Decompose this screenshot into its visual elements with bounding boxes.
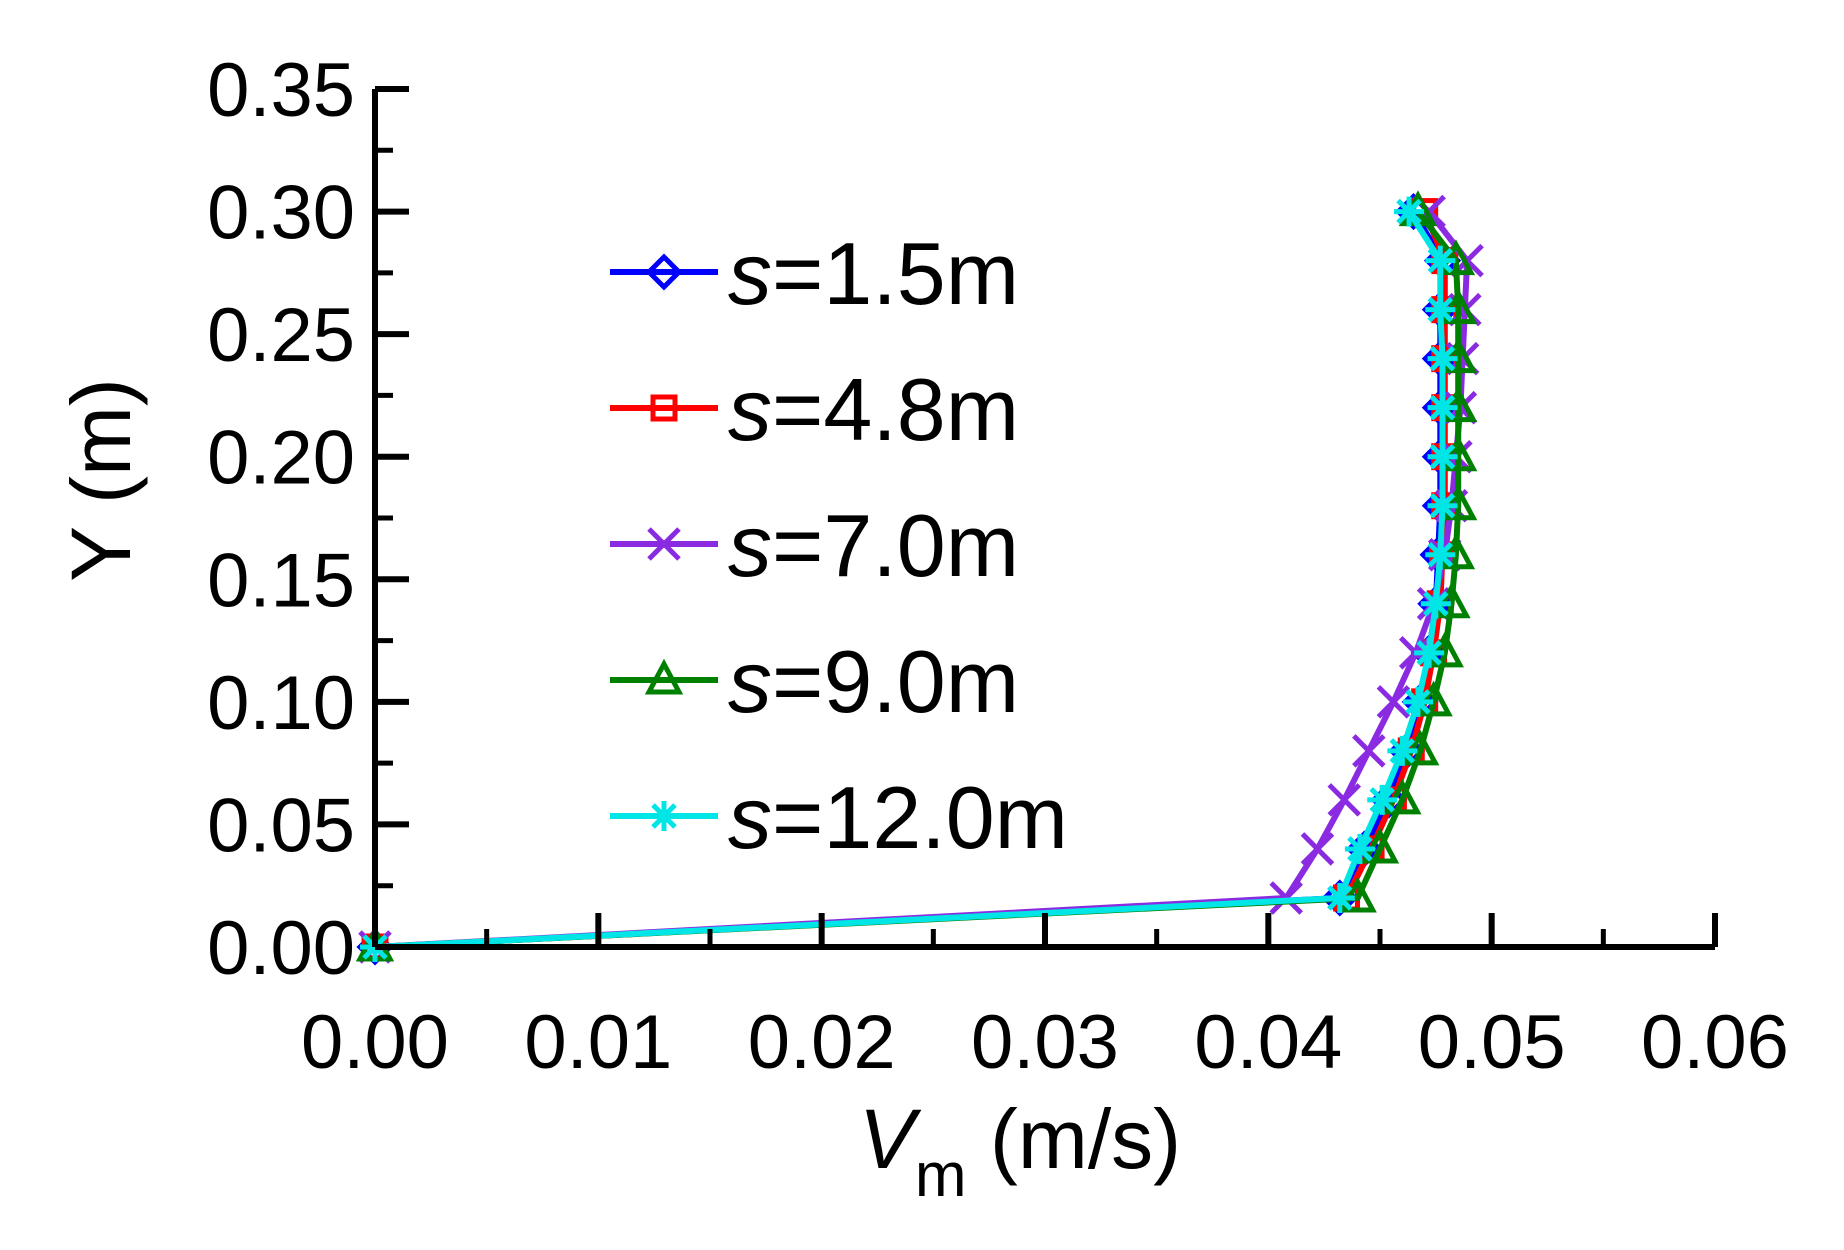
legend-item-3: s=9.0m (610, 632, 1019, 731)
data-point-s4-11 (1427, 392, 1458, 423)
data-point-s4-4 (1387, 735, 1418, 766)
legend-label-rest-1: =4.8m (772, 360, 1019, 459)
x-tick-label-2: 0.02 (748, 1000, 896, 1085)
data-point-s4-7 (1420, 588, 1451, 619)
y-tick-label-1: 0.05 (207, 783, 355, 868)
legend-label-rest-0: =1.5m (772, 224, 1019, 323)
x-axis-title: Vm (m/s) (859, 1092, 1181, 1210)
data-point-s2-2 (1300, 832, 1335, 866)
legend-label-italic-2: s (728, 496, 772, 595)
x-tick-label-4: 0.04 (1194, 1000, 1342, 1085)
data-point-s4-13 (1425, 294, 1456, 325)
legend-label-rest-3: =9.0m (772, 632, 1019, 731)
x-axis-title-symbol: V (859, 1092, 922, 1186)
y-tick-label-6: 0.30 (207, 171, 355, 256)
x-tick-label-0: 0.00 (301, 1000, 449, 1085)
y-tick-label-0: 0.00 (207, 906, 355, 991)
data-point-s4-14 (1425, 245, 1456, 276)
data-point-s4-3 (1367, 784, 1398, 815)
x-tick-label-3: 0.03 (971, 1000, 1119, 1085)
data-point-s4-12 (1427, 343, 1458, 374)
legend-swatch-marker-4 (649, 801, 679, 831)
x-tick-label-5: 0.05 (1418, 1000, 1566, 1085)
axes-layer: 0.00 0.01 0.02 0.03 0.04 0.05 0.06 0.00 0.05 0.10… (54, 48, 1789, 1210)
legend-item-1: s=4.8m (610, 360, 1019, 459)
legend-label-italic-1: s (728, 360, 772, 459)
y-tick-label-2: 0.10 (207, 661, 355, 746)
legend-label-4: s=12.0m (728, 768, 1068, 867)
legend-swatch-marker-3 (644, 658, 684, 695)
series-line-3 (374, 209, 1462, 950)
legend-label-3: s=9.0m (728, 632, 1019, 731)
legend-swatch-marker-1 (650, 394, 678, 422)
y-axis-title: Y (m) (54, 378, 148, 582)
x-tick-label-1: 0.01 (524, 1000, 672, 1085)
legend-label-italic-3: s (728, 632, 772, 731)
legend-label-rest-4: =12.0m (772, 768, 1068, 867)
data-point-s4-5 (1402, 686, 1433, 717)
data-point-s2-3 (1327, 783, 1362, 817)
legend-item-0: s=1.5m (610, 224, 1019, 323)
data-point-s4-10 (1427, 441, 1458, 472)
legend-item-2: s=7.0m (610, 496, 1019, 595)
legend-swatch-marker-2 (647, 527, 681, 561)
series-line-4 (374, 209, 1446, 950)
legend-label-0: s=1.5m (728, 224, 1019, 323)
x-axis-title-unit: (m/s) (967, 1092, 1182, 1186)
y-tick-label-4: 0.20 (207, 416, 355, 501)
data-point-s4-15 (1394, 196, 1425, 227)
data-point-s4-8 (1425, 539, 1456, 570)
legend-label-italic-0: s (728, 224, 772, 323)
data-point-s4-6 (1414, 637, 1445, 668)
data-point-s2-5 (1376, 685, 1411, 719)
data-point-s4-2 (1344, 833, 1375, 864)
data-point-s4-9 (1427, 490, 1458, 521)
legend-label-2: s=7.0m (728, 496, 1019, 595)
legend: s=1.5ms=4.8ms=7.0ms=9.0ms=12.0m (610, 224, 1068, 867)
data-point-s4-1 (1324, 882, 1355, 913)
legend-item-4: s=12.0m (610, 768, 1068, 867)
legend-label-italic-4: s (728, 768, 772, 867)
y-tick-label-5: 0.25 (207, 293, 355, 378)
x-tick-label-6: 0.06 (1641, 1000, 1789, 1085)
legend-swatch-marker-0 (645, 253, 683, 291)
legend-label-rest-2: =7.0m (772, 496, 1019, 595)
y-tick-label-7: 0.35 (207, 48, 355, 133)
x-axis-title-subscript: m (915, 1141, 967, 1210)
data-point-s2-4 (1352, 734, 1386, 768)
legend-label-1: s=4.8m (728, 360, 1019, 459)
y-tick-label-3: 0.15 (207, 538, 355, 623)
